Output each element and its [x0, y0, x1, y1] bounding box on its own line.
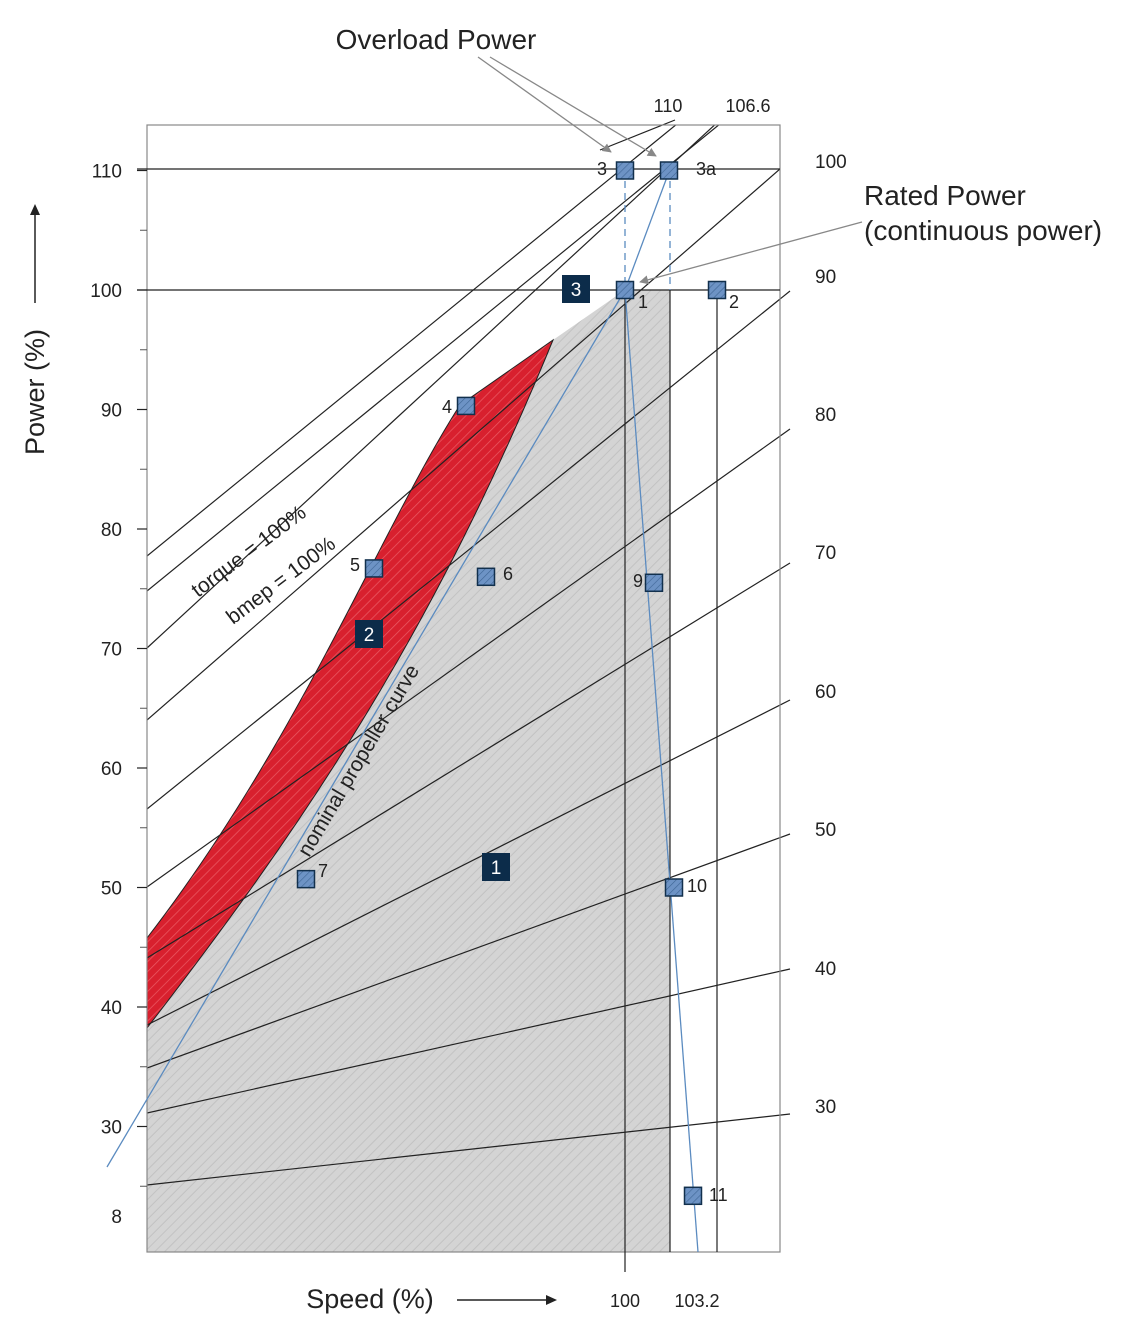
load-line-70 — [147, 568, 780, 959]
right-labels: 100 90 80 70 60 50 40 30 — [815, 152, 847, 1118]
load-line-30 — [147, 1114, 780, 1186]
point-marker-9 — [644, 573, 664, 593]
point-label-4: 4 — [442, 397, 452, 417]
load-line-40-ext — [779, 968, 791, 972]
point-label-1: 1 — [638, 292, 648, 312]
x-axis-label: Speed (%) — [306, 1284, 434, 1314]
right-label: 40 — [815, 959, 836, 980]
overload-arrow-2 — [489, 56, 657, 157]
load-lines — [147, 125, 780, 1186]
point-label-2: 2 — [729, 292, 739, 312]
point-marker-6 — [476, 567, 496, 587]
right-label: 80 — [815, 405, 836, 426]
point-marker-2 — [707, 280, 727, 300]
load-line-50-ext — [779, 833, 791, 839]
y-tick-label: 30 — [101, 1118, 122, 1139]
top-label-110: 110 — [654, 96, 683, 116]
point-marker-1 — [615, 280, 635, 300]
load-line-80 — [147, 435, 780, 888]
rated-power-callout: Rated Power — [864, 180, 1026, 211]
nominal-propeller-curve — [106, 289, 626, 1168]
torque-label: torque = 100% — [187, 501, 310, 602]
governor-droop-line — [624, 289, 699, 1253]
right-label: 30 — [815, 1097, 836, 1118]
y-axis-ticks: 110 100 90 80 70 60 50 40 30 8 — [90, 162, 147, 1228]
right-label: 90 — [815, 267, 836, 288]
point-label-9: 9 — [633, 571, 643, 591]
area-badge-2-label: 2 — [364, 625, 375, 646]
x-tick-100: 100 — [610, 1291, 640, 1311]
y-arrow-head-icon — [30, 204, 40, 215]
point-label-3: 3 — [597, 159, 607, 179]
y-tick-label: 8 — [111, 1207, 122, 1228]
torque-100-line — [147, 125, 677, 557]
y-tick-label: 40 — [101, 998, 122, 1019]
load-line-90-ext — [779, 290, 791, 300]
point-marker-7 — [296, 869, 316, 889]
load-line-60-ext — [779, 699, 791, 706]
point-marker-3a — [659, 161, 679, 180]
load-line-80-ext — [779, 428, 791, 437]
area-2-region — [146, 338, 555, 1030]
point-label-10: 10 — [687, 876, 707, 896]
y-tick-label: 50 — [101, 879, 122, 900]
y-tick-label: 100 — [90, 281, 122, 302]
overload-arrow-1 — [477, 56, 612, 153]
area-1-region — [147, 290, 670, 1252]
y-tick-label: 60 — [101, 759, 122, 780]
point-label-7: 7 — [318, 861, 328, 881]
area-badge-2: 2 — [355, 620, 383, 648]
load-line-40 — [147, 970, 780, 1114]
overload-power-callout: Overload Power — [336, 24, 537, 55]
load-line-60 — [147, 704, 780, 1026]
area-badge-1: 1 — [482, 853, 510, 881]
area-badge-3-label: 3 — [571, 280, 582, 301]
top-label-106-6: 106.6 — [725, 96, 770, 116]
right-label: 100 — [815, 152, 847, 173]
load-line-30-ext — [779, 1113, 791, 1116]
point-label-5: 5 — [350, 555, 360, 575]
overload-propeller-line — [624, 168, 671, 291]
right-label: 50 — [815, 820, 836, 841]
y-tick-label: 70 — [101, 640, 122, 661]
area-badge-3: 3 — [562, 275, 590, 303]
plot-frame — [146, 124, 781, 1253]
area-badge-1-label: 1 — [491, 858, 502, 879]
y-tick-label: 110 — [92, 162, 122, 183]
point-marker-11 — [683, 1186, 703, 1206]
rated-arrow — [639, 221, 863, 285]
x-arrow-head-icon — [546, 1295, 557, 1305]
y-tick-label: 90 — [101, 401, 122, 422]
point-label-3a: 3a — [696, 159, 717, 179]
load-line-70-ext — [779, 562, 791, 570]
point-marker-4 — [456, 396, 476, 416]
right-label: 60 — [815, 682, 836, 703]
point-marker-10 — [664, 878, 684, 897]
point-marker-5 — [364, 559, 384, 578]
y-tick-label: 80 — [101, 520, 122, 541]
point-label-11: 11 — [709, 1185, 728, 1205]
load-line-100 — [147, 168, 780, 721]
load-line-90 — [147, 298, 780, 810]
x-tick-103-2: 103.2 — [674, 1291, 719, 1311]
point-label-6: 6 — [503, 564, 513, 584]
data-points: 1 2 3 3a 4 5 6 7 9 10 11 — [296, 159, 739, 1206]
point-marker-3 — [615, 161, 635, 180]
bmep-100-line — [147, 125, 720, 592]
y-axis-label: Power (%) — [20, 329, 50, 455]
right-label: 70 — [815, 543, 836, 564]
load-line-50 — [147, 837, 780, 1069]
rated-power-callout-sub: (continuous power) — [864, 215, 1102, 246]
